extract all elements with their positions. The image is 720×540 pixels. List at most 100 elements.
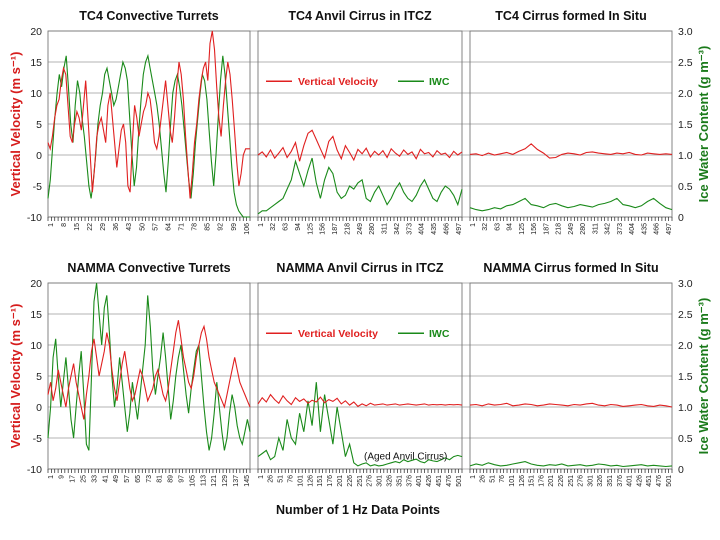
y-tick-label: 1.5 bbox=[678, 119, 693, 131]
annotation-aged-anvil-cirrus: (Aged Anvil Cirrus) bbox=[364, 452, 447, 463]
panel-title: NAMMA Convective Turrets bbox=[67, 261, 230, 275]
chart-panel: NAMMA Cirrus formed In Situ 3.0 2.5 2.0 1.5 1… bbox=[469, 261, 693, 487]
chart-panel: TC4 Anvil Cirrus in ITCZ 1 32 63 94 125 156 187… bbox=[257, 9, 463, 235]
x-tick-label: 276 bbox=[367, 475, 374, 487]
x-tick-label: 497 bbox=[456, 223, 463, 235]
x-tick-label: 451 bbox=[436, 475, 443, 487]
x-tick-label: 113 bbox=[200, 475, 207, 486]
panel-title: NAMMA Anvil Cirrus in ITCZ bbox=[276, 261, 443, 275]
x-tick-label: 251 bbox=[568, 475, 575, 487]
x-tick-label: 36 bbox=[113, 223, 120, 231]
x-tick-label: 1 bbox=[470, 223, 477, 227]
x-tick-label: 125 bbox=[307, 223, 314, 235]
x-tick-label: 373 bbox=[617, 223, 624, 235]
x-tick-label: 176 bbox=[327, 475, 334, 487]
x-tick-label: 251 bbox=[357, 475, 364, 487]
chart-panel: TC4 Cirrus formed In Situ 3.0 2.5 2.0 1.5 1.0… bbox=[469, 9, 693, 235]
x-tick-label: 1 bbox=[470, 475, 477, 479]
x-tick-label: 151 bbox=[317, 475, 324, 487]
x-tick-label: 201 bbox=[337, 475, 344, 487]
x-tick-label: 26 bbox=[480, 475, 487, 483]
y-tick-label: 0.5 bbox=[678, 181, 693, 193]
x-tick-label: 126 bbox=[519, 475, 526, 487]
x-tick-label: 1 bbox=[258, 475, 265, 479]
x-tick-label: 73 bbox=[146, 475, 153, 483]
panel-title: TC4 Cirrus formed In Situ bbox=[495, 9, 646, 23]
x-tick-label: 404 bbox=[419, 223, 426, 235]
x-tick-label: 26 bbox=[268, 475, 275, 483]
legend-velocity-label: Vertical Velocity bbox=[298, 328, 378, 340]
x-tick-label: 187 bbox=[332, 223, 339, 235]
y-tick-label: 2.0 bbox=[678, 88, 693, 100]
y-axis-title-right: Ice Water Content (g m⁻³) bbox=[696, 298, 711, 455]
x-tick-label: 435 bbox=[641, 223, 648, 235]
y-tick-label: 0 bbox=[678, 212, 684, 224]
x-tick-label: 51 bbox=[489, 475, 496, 483]
y-tick-label: 10 bbox=[30, 340, 42, 352]
y-tick-label: -5 bbox=[33, 181, 42, 193]
y-axis-title-left: Vertical Velocity (m s⁻¹) bbox=[8, 304, 23, 449]
x-tick-label: 342 bbox=[394, 223, 401, 235]
x-tick-label: 9 bbox=[59, 475, 66, 479]
velocity-series-line bbox=[469, 402, 673, 408]
x-tick-label: 65 bbox=[135, 475, 142, 483]
y-tick-label: -10 bbox=[27, 464, 42, 476]
iwc-series-line bbox=[47, 53, 250, 218]
y-tick-label: 0 bbox=[678, 464, 684, 476]
panel-title: TC4 Convective Turrets bbox=[79, 9, 218, 23]
x-tick-label: 99 bbox=[231, 223, 238, 231]
y-tick-label: 5 bbox=[36, 119, 42, 131]
x-tick-label: 476 bbox=[656, 475, 663, 487]
x-tick-label: 89 bbox=[168, 475, 175, 483]
x-tick-label: 376 bbox=[617, 475, 624, 487]
x-tick-label: 50 bbox=[139, 223, 146, 231]
y-tick-label: 10 bbox=[30, 88, 42, 100]
x-tick-label: 76 bbox=[288, 475, 295, 483]
x-tick-label: 125 bbox=[519, 223, 526, 235]
x-tick-label: 25 bbox=[81, 475, 88, 483]
iwc-series-line bbox=[469, 461, 673, 468]
x-tick-label: 49 bbox=[113, 475, 120, 483]
y-tick-label: 20 bbox=[30, 278, 42, 290]
y-tick-label: -10 bbox=[27, 212, 42, 224]
iwc-series-line bbox=[257, 382, 463, 467]
x-tick-label: 78 bbox=[192, 223, 199, 231]
x-tick-label: 156 bbox=[320, 223, 327, 235]
x-tick-label: 276 bbox=[578, 475, 585, 487]
x-tick-label: 76 bbox=[499, 475, 506, 483]
x-tick-label: 63 bbox=[283, 223, 290, 231]
x-tick-label: 326 bbox=[597, 475, 604, 487]
x-tick-label: 401 bbox=[416, 475, 423, 487]
x-tick-label: 451 bbox=[646, 475, 653, 487]
velocity-series-line bbox=[47, 30, 250, 199]
x-tick-label: 1 bbox=[48, 475, 55, 479]
x-tick-label: 218 bbox=[344, 223, 351, 235]
y-axis-title-left: Vertical Velocity (m s⁻¹) bbox=[8, 52, 23, 197]
x-tick-label: 501 bbox=[666, 475, 673, 487]
x-tick-label: 97 bbox=[179, 475, 186, 483]
x-tick-label: 151 bbox=[529, 475, 536, 487]
x-tick-label: 101 bbox=[297, 475, 304, 487]
x-tick-label: 51 bbox=[278, 475, 285, 483]
x-tick-label: 501 bbox=[456, 475, 463, 487]
x-tick-label: 33 bbox=[91, 475, 98, 483]
velocity-series-line bbox=[257, 129, 463, 162]
x-tick-label: 137 bbox=[233, 475, 240, 487]
y-tick-label: 15 bbox=[30, 57, 42, 69]
x-tick-label: 466 bbox=[654, 223, 661, 235]
panel-title: NAMMA Cirrus formed In Situ bbox=[483, 261, 658, 275]
velocity-series-line bbox=[257, 393, 463, 408]
x-tick-label: 63 bbox=[494, 223, 501, 231]
y-tick-label: 3.0 bbox=[678, 278, 693, 290]
x-tick-label: 311 bbox=[382, 223, 389, 234]
x-tick-label: 404 bbox=[629, 223, 636, 235]
y-tick-label: 5 bbox=[36, 371, 42, 383]
x-tick-label: 201 bbox=[548, 475, 555, 487]
x-tick-label: 71 bbox=[179, 223, 186, 231]
x-tick-label: 129 bbox=[222, 475, 229, 487]
x-tick-label: 226 bbox=[558, 475, 565, 487]
x-tick-label: 1 bbox=[258, 223, 265, 227]
